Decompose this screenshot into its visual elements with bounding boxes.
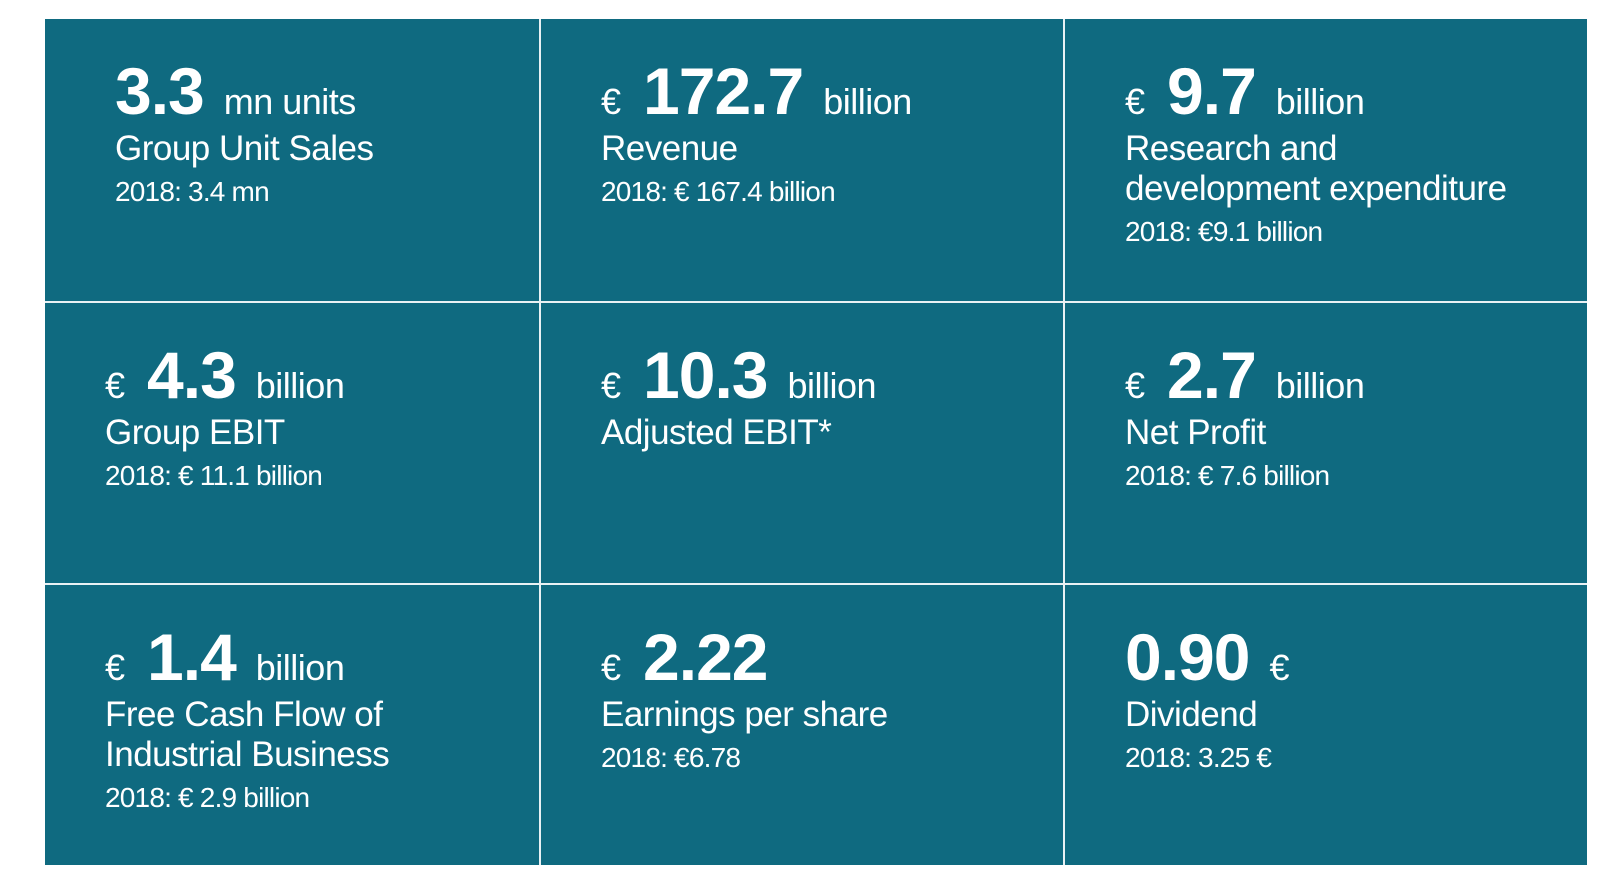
kpi-headline: € 10.3 billion (601, 337, 1043, 412)
kpi-headline: € 1.4 billion (105, 619, 519, 694)
kpi-value: 1.4 (147, 620, 237, 694)
kpi-label: Net Profit (1125, 413, 1266, 452)
kpi-prior-year: 2018: €9.1 billion (1125, 216, 1323, 247)
kpi-prior-year: 2018: 3.25 € (1125, 742, 1272, 773)
kpi-unit: billion (823, 81, 912, 122)
kpi-tile-free-cash-flow: € 1.4 billion Free Cash Flow of Industri… (45, 583, 539, 865)
kpi-value: 3.3 (115, 54, 205, 128)
kpi-tile-revenue: € 172.7 billion Revenue 2018: € 167.4 bi… (539, 19, 1063, 301)
kpi-value: 9.7 (1167, 54, 1257, 128)
kpi-prior-year: 2018: € 7.6 billion (1125, 460, 1330, 491)
kpi-value: 2.22 (643, 620, 768, 694)
kpi-label: Free Cash Flow of Industrial Business (105, 695, 390, 774)
kpi-label: Adjusted EBIT* (601, 413, 832, 452)
kpi-label: Revenue (601, 129, 738, 168)
kpi-prior-year: 2018: € 2.9 billion (105, 782, 310, 813)
kpi-tile-adjusted-ebit: € 10.3 billion Adjusted EBIT* (539, 301, 1063, 583)
kpi-currency: € (105, 365, 126, 406)
kpi-label: Earnings per share (601, 695, 888, 734)
kpi-currency: € (1269, 647, 1289, 688)
kpi-unit: billion (1275, 81, 1365, 122)
kpi-headline: € 172.7 billion (601, 53, 1043, 128)
kpi-value: 2.7 (1167, 338, 1257, 412)
kpi-unit: billion (1275, 365, 1365, 406)
kpi-value: 10.3 (643, 338, 768, 412)
kpi-label: Research and development expenditure (1125, 129, 1507, 208)
kpi-unit: mn units (223, 81, 357, 122)
kpi-currency: € (601, 81, 622, 122)
kpi-currency: € (601, 365, 622, 406)
kpi-headline: € 2.7 billion (1125, 337, 1567, 412)
kpi-currency: € (601, 647, 622, 688)
kpi-prior-year: 2018: €6.78 (601, 742, 741, 773)
kpi-value: 4.3 (147, 338, 237, 412)
kpi-value: 0.90 (1125, 620, 1250, 694)
kpi-tile-unit-sales: 3.3 mn units Group Unit Sales 2018: 3.4 … (45, 19, 539, 301)
kpi-unit: billion (255, 647, 345, 688)
kpi-headline: 3.3 mn units (115, 53, 519, 128)
kpi-grid: 3.3 mn units Group Unit Sales 2018: 3.4 … (45, 19, 1587, 865)
kpi-tile-rnd: € 9.7 billion Research and development e… (1063, 19, 1587, 301)
kpi-headline: 0.90 € (1125, 619, 1567, 694)
kpi-prior-year: 2018: € 11.1 billion (105, 460, 323, 491)
kpi-tile-dividend: 0.90 € Dividend 2018: 3.25 € (1063, 583, 1587, 865)
kpi-unit: billion (787, 365, 877, 406)
kpi-label: Group Unit Sales (115, 129, 374, 168)
kpi-currency: € (1125, 81, 1146, 122)
kpi-label: Group EBIT (105, 413, 285, 452)
kpi-value: 172.7 (643, 54, 804, 128)
kpi-unit: billion (255, 365, 345, 406)
kpi-tile-net-profit: € 2.7 billion Net Profit 2018: € 7.6 bil… (1063, 301, 1587, 583)
kpi-tile-group-ebit: € 4.3 billion Group EBIT 2018: € 11.1 bi… (45, 301, 539, 583)
kpi-tile-eps: € 2.22 Earnings per share 2018: €6.78 (539, 583, 1063, 865)
kpi-prior-year: 2018: € 167.4 billion (601, 176, 836, 207)
kpi-currency: € (1125, 365, 1146, 406)
kpi-prior-year: 2018: 3.4 mn (115, 176, 270, 207)
kpi-headline: € 2.22 (601, 619, 1043, 694)
kpi-currency: € (105, 647, 126, 688)
kpi-headline: € 9.7 billion (1125, 53, 1567, 128)
kpi-headline: € 4.3 billion (105, 337, 519, 412)
kpi-label: Dividend (1125, 695, 1258, 734)
